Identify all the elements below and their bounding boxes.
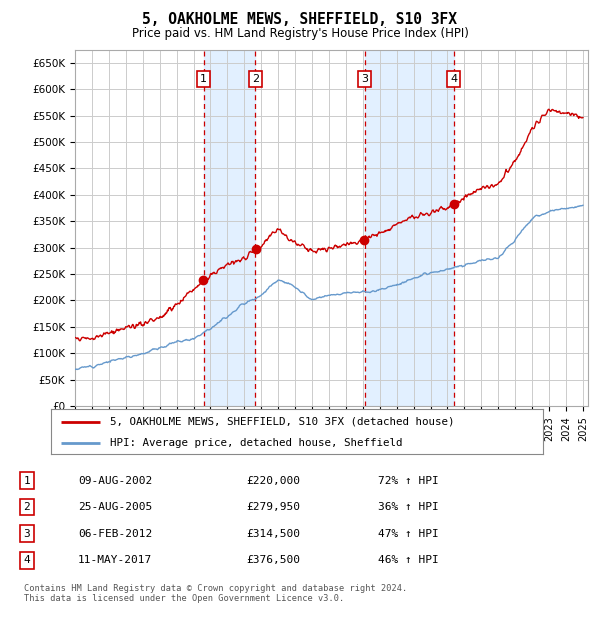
Bar	[365, 50, 454, 406]
Text: 25-AUG-2005: 25-AUG-2005	[78, 502, 152, 512]
Text: 5, OAKHOLME MEWS, SHEFFIELD, S10 3FX: 5, OAKHOLME MEWS, SHEFFIELD, S10 3FX	[143, 12, 458, 27]
Text: HPI: Average price, detached house, Sheffield: HPI: Average price, detached house, Shef…	[110, 438, 403, 448]
Text: 06-FEB-2012: 06-FEB-2012	[78, 529, 152, 539]
Text: 2: 2	[23, 502, 31, 512]
Text: £314,500: £314,500	[246, 529, 300, 539]
Text: 1: 1	[23, 476, 31, 485]
Text: 4: 4	[450, 74, 457, 84]
Text: 4: 4	[23, 556, 31, 565]
Text: 46% ↑ HPI: 46% ↑ HPI	[378, 556, 439, 565]
Text: 3: 3	[361, 74, 368, 84]
Bar	[203, 50, 256, 406]
Text: 2: 2	[252, 74, 259, 84]
Text: 09-AUG-2002: 09-AUG-2002	[78, 476, 152, 485]
Text: £376,500: £376,500	[246, 556, 300, 565]
Text: Price paid vs. HM Land Registry's House Price Index (HPI): Price paid vs. HM Land Registry's House …	[131, 27, 469, 40]
Text: 3: 3	[23, 529, 31, 539]
Text: 5, OAKHOLME MEWS, SHEFFIELD, S10 3FX (detached house): 5, OAKHOLME MEWS, SHEFFIELD, S10 3FX (de…	[110, 417, 455, 427]
Text: 36% ↑ HPI: 36% ↑ HPI	[378, 502, 439, 512]
Text: 72% ↑ HPI: 72% ↑ HPI	[378, 476, 439, 485]
Text: £220,000: £220,000	[246, 476, 300, 485]
Text: 47% ↑ HPI: 47% ↑ HPI	[378, 529, 439, 539]
Text: 11-MAY-2017: 11-MAY-2017	[78, 556, 152, 565]
Text: 1: 1	[200, 74, 207, 84]
Text: Contains HM Land Registry data © Crown copyright and database right 2024.
This d: Contains HM Land Registry data © Crown c…	[24, 584, 407, 603]
Text: £279,950: £279,950	[246, 502, 300, 512]
